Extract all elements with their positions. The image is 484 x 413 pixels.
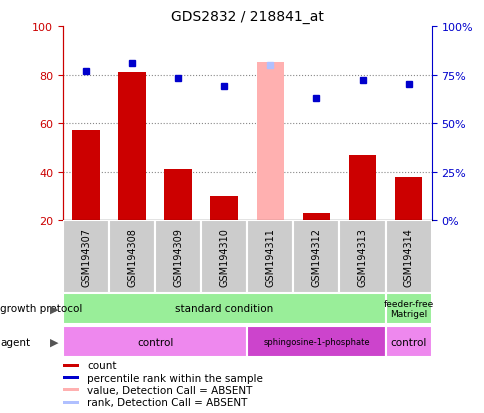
Bar — [339, 221, 385, 293]
Bar — [63, 364, 78, 367]
Text: control: control — [390, 337, 426, 347]
Text: GSM194314: GSM194314 — [403, 228, 413, 287]
Bar — [155, 221, 201, 293]
Bar — [63, 326, 247, 357]
Title: GDS2832 / 218841_at: GDS2832 / 218841_at — [170, 10, 323, 24]
Bar — [247, 326, 385, 357]
Text: standard condition: standard condition — [175, 304, 273, 314]
Bar — [385, 221, 431, 293]
Bar — [256, 63, 284, 221]
Text: agent: agent — [0, 337, 30, 347]
Bar — [293, 221, 339, 293]
Text: control: control — [136, 337, 173, 347]
Bar — [63, 376, 78, 379]
Bar — [72, 131, 100, 221]
Bar — [63, 389, 78, 392]
Bar — [385, 293, 431, 324]
Text: GSM194312: GSM194312 — [311, 228, 321, 287]
Text: feeder-free
Matrigel: feeder-free Matrigel — [383, 299, 433, 318]
Bar — [118, 73, 146, 221]
Text: ▶: ▶ — [49, 337, 58, 347]
Text: growth protocol: growth protocol — [0, 304, 82, 314]
Bar — [247, 221, 293, 293]
Text: GSM194308: GSM194308 — [127, 228, 137, 287]
Bar — [63, 293, 385, 324]
Bar — [63, 401, 78, 404]
Text: GSM194307: GSM194307 — [81, 228, 91, 287]
Text: ▶: ▶ — [49, 304, 58, 314]
Bar — [394, 177, 422, 221]
Text: rank, Detection Call = ABSENT: rank, Detection Call = ABSENT — [87, 397, 247, 407]
Bar — [348, 155, 376, 221]
Bar — [109, 221, 155, 293]
Text: GSM194310: GSM194310 — [219, 228, 229, 287]
Text: GSM194309: GSM194309 — [173, 228, 183, 287]
Text: GSM194313: GSM194313 — [357, 228, 367, 287]
Text: count: count — [87, 360, 116, 370]
Bar — [201, 221, 247, 293]
Bar — [164, 170, 192, 221]
Text: sphingosine-1-phosphate: sphingosine-1-phosphate — [263, 337, 369, 346]
Bar — [302, 214, 330, 221]
Bar — [63, 221, 109, 293]
Text: percentile rank within the sample: percentile rank within the sample — [87, 373, 262, 382]
Bar — [385, 326, 431, 357]
Bar — [210, 197, 238, 221]
Text: GSM194311: GSM194311 — [265, 228, 275, 287]
Text: value, Detection Call = ABSENT: value, Detection Call = ABSENT — [87, 385, 252, 395]
